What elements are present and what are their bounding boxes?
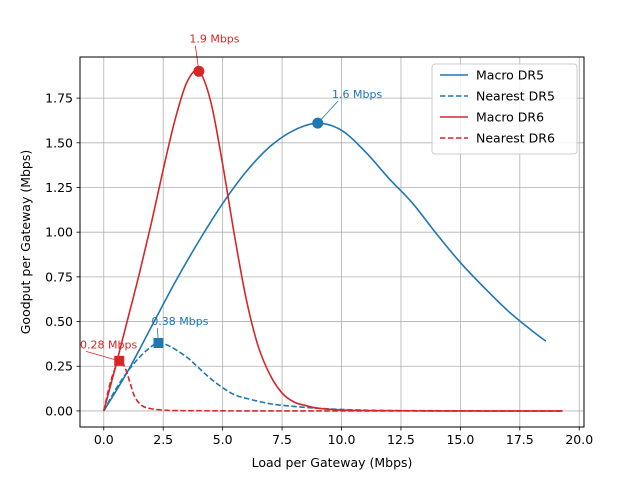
peak-marker bbox=[114, 355, 125, 366]
peak-marker bbox=[312, 117, 324, 129]
series-line-0 bbox=[103, 122, 547, 412]
y-tick-label: 1.25 bbox=[45, 180, 73, 195]
legend-box bbox=[431, 63, 578, 155]
peak-marker bbox=[193, 65, 205, 77]
y-tick-label: 1.50 bbox=[45, 135, 73, 150]
x-axis-label: Load per Gateway (Mbps) bbox=[252, 455, 413, 470]
legend-entry: Nearest DR6 bbox=[476, 131, 555, 146]
x-tick-label: 20.0 bbox=[565, 432, 593, 447]
x-tick-label: 0.0 bbox=[94, 432, 114, 447]
x-tick-label: 2.5 bbox=[153, 432, 173, 447]
x-tick-label: 5.0 bbox=[213, 432, 233, 447]
annotations: 1.6 Mbps 0.38 Mbps 1.9 Mbps 0.28 Mbps bbox=[80, 33, 382, 366]
y-axis-label: Goodput per Gateway (Mbps) bbox=[18, 150, 33, 335]
legend: Macro DR5 Nearest DR5 Macro DR6 Nearest DR6 bbox=[431, 63, 578, 155]
plot-frame bbox=[79, 56, 585, 428]
annotation-label: 0.28 Mbps bbox=[80, 338, 137, 351]
annotation-label: 1.9 Mbps bbox=[189, 33, 239, 46]
y-tick-label: 0.25 bbox=[45, 359, 73, 374]
x-tick-label: 7.5 bbox=[272, 432, 292, 447]
series-line-1 bbox=[103, 342, 563, 412]
annotation-label: 1.6 Mbps bbox=[332, 88, 382, 101]
x-tick-label: 10.0 bbox=[328, 432, 356, 447]
x-tick-label: 12.5 bbox=[387, 432, 415, 447]
y-tick-label: 1.00 bbox=[45, 225, 73, 240]
y-tick-label: 0.75 bbox=[45, 269, 73, 284]
x-tick-label: 17.5 bbox=[506, 432, 534, 447]
y-tick-label: 1.75 bbox=[45, 91, 73, 106]
annotation-arrow bbox=[85, 350, 120, 362]
y-tick-label: 0.00 bbox=[45, 403, 73, 418]
y-tick-label: 0.50 bbox=[45, 314, 73, 329]
legend-entry: Macro DR6 bbox=[476, 110, 544, 125]
x-tick-label: 15.0 bbox=[446, 432, 474, 447]
legend-entry: Macro DR5 bbox=[476, 68, 544, 83]
legend-entry: Nearest DR5 bbox=[476, 89, 555, 104]
annotation-label: 0.38 Mbps bbox=[151, 315, 208, 328]
axis-ticks: 0.0 2.5 5.0 7.5 10.0 12.5 15.0 17.5 20.0 0.00 0.25… bbox=[45, 91, 593, 447]
peak-marker bbox=[153, 337, 164, 348]
